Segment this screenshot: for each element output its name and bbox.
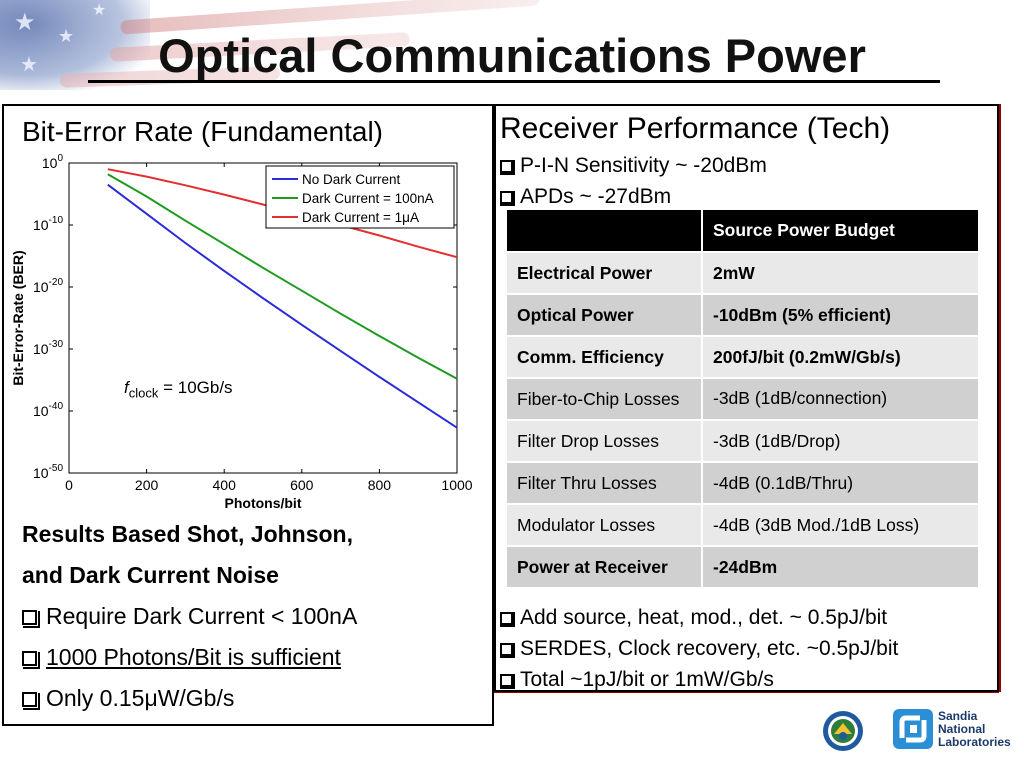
- table-row: Filter Thru Losses -4dB (0.1dB/Thru): [507, 462, 978, 504]
- right-panel: Receiver Performance (Tech) P-I-N Sensit…: [494, 104, 999, 692]
- y-tick-label: 10-30: [33, 339, 63, 357]
- list-item: Total ~1pJ/bit or 1mW/Gb/s: [500, 664, 898, 695]
- clock-annotation: fclock = 10Gb/s: [124, 378, 233, 400]
- right-bottom-bullets: Add source, heat, mod., det. ~ 0.5pJ/bit…: [500, 602, 898, 695]
- table-row: Power at Receiver -24dBm: [507, 546, 978, 588]
- y-tick-label: 10-10: [33, 215, 63, 233]
- banner-fade: [0, 0, 1024, 110]
- sandia-logo-icon: [893, 709, 933, 749]
- sandia-line: Sandia: [938, 709, 978, 723]
- series-line-2: [107, 173, 458, 380]
- table-header-cell: Source Power Budget: [702, 210, 978, 252]
- table-header-cell: [507, 210, 703, 252]
- left-panel: Bit-Error Rate (Fundamental) 0 200 400 600 8…: [2, 104, 494, 726]
- bullet-text: 1000 Photons/Bit is sufficient: [46, 644, 341, 670]
- table-header-row: Source Power Budget: [507, 210, 978, 252]
- power-budget-table: Source Power Budget Electrical Power 2mW…: [507, 210, 978, 589]
- ber-chart: 0 200 400 600 800 1000 100 10-10 10-20 10-30 10-40…: [10, 153, 473, 511]
- y-axis-label: Bit-Error-Rate (BER): [10, 250, 26, 385]
- checkbox-bullet-icon: [500, 191, 515, 206]
- doe-seal-logo: [823, 711, 863, 751]
- annotation-f: f: [124, 378, 129, 397]
- table-cell: Power at Receiver: [507, 546, 703, 588]
- y-tick-label: 10-50: [33, 463, 63, 481]
- title-underline: [88, 80, 940, 83]
- left-bullet-list: Require Dark Current < 100nA 1000 Photon…: [22, 596, 357, 719]
- annotation-rest: = 10Gb/s: [158, 378, 233, 397]
- sandia-line: National: [938, 722, 986, 736]
- table-cell: Filter Drop Losses: [507, 420, 703, 462]
- table-cell: Fiber-to-Chip Losses: [507, 378, 703, 420]
- bullet-text: Only 0.15μW/Gb/s: [46, 685, 235, 711]
- checkbox-bullet-icon: [500, 160, 515, 175]
- list-item: APDs ~ -27dBm: [500, 181, 767, 212]
- bullet-text: Total ~1pJ/bit or 1mW/Gb/s: [520, 668, 774, 691]
- checkbox-bullet-icon: [500, 674, 515, 689]
- right-heading: Receiver Performance (Tech): [500, 112, 891, 145]
- left-heading: Bit-Error Rate (Fundamental): [22, 116, 384, 147]
- table-cell: Modulator Losses: [507, 504, 703, 546]
- x-tick-label: 600: [290, 477, 314, 493]
- list-item: SERDES, Clock recovery, etc. ~0.5pJ/bit: [500, 633, 898, 664]
- y-tick-label: 10-20: [33, 277, 63, 295]
- table-row: Electrical Power 2mW: [507, 252, 978, 294]
- table-row: Filter Drop Losses -3dB (1dB/Drop): [507, 420, 978, 462]
- legend-label: No Dark Current: [302, 172, 401, 187]
- flag-banner: ★ ★ ★ ★: [0, 0, 1024, 110]
- table-cell: Electrical Power: [507, 252, 703, 294]
- table-row: Comm. Efficiency 200fJ/bit (0.2mW/Gb/s): [507, 336, 978, 378]
- list-item: Add source, heat, mod., det. ~ 0.5pJ/bit: [500, 602, 898, 633]
- legend-label: Dark Current = 1μA: [302, 210, 419, 225]
- checkbox-bullet-icon: [500, 643, 515, 658]
- slide-title: Optical Communications Power: [158, 29, 866, 82]
- right-top-bullets: P-I-N Sensitivity ~ -20dBm APDs ~ -27dBm: [500, 150, 767, 212]
- checkbox-bullet-icon: [22, 610, 40, 628]
- table-row: Modulator Losses -4dB (3dB Mod./1dB Loss…: [507, 504, 978, 546]
- table-cell: 200fJ/bit (0.2mW/Gb/s): [702, 336, 978, 378]
- table-cell: 2mW: [702, 252, 978, 294]
- table-row: Fiber-to-Chip Losses -3dB (1dB/connectio…: [507, 378, 978, 420]
- x-tick-label: 0: [65, 477, 73, 493]
- x-tick-label: 1000: [441, 477, 472, 493]
- x-tick-label: 800: [368, 477, 392, 493]
- results-text: Results Based Shot, Johnson, and Dark Cu…: [22, 514, 353, 596]
- bullet-text: SERDES, Clock recovery, etc. ~0.5pJ/bit: [520, 637, 899, 660]
- table-cell: Comm. Efficiency: [507, 336, 703, 378]
- table-cell: -4dB (0.1dB/Thru): [702, 462, 978, 504]
- bullet-text: P-I-N Sensitivity ~ -20dBm: [520, 154, 767, 177]
- x-tick-label: 400: [213, 477, 237, 493]
- checkbox-bullet-icon: [500, 612, 515, 627]
- list-item: Only 0.15μW/Gb/s: [22, 678, 357, 719]
- table-cell: -10dBm (5% efficient): [702, 294, 978, 336]
- bullet-text: Add source, heat, mod., det. ~ 0.5pJ/bit: [520, 606, 888, 629]
- series-line-1: [107, 183, 458, 429]
- list-item: P-I-N Sensitivity ~ -20dBm: [500, 150, 767, 181]
- x-axis-label: Photons/bit: [225, 495, 302, 511]
- bullet-text: APDs ~ -27dBm: [520, 185, 672, 208]
- x-tick-label: 200: [135, 477, 159, 493]
- list-item: 1000 Photons/Bit is sufficient: [22, 637, 357, 678]
- checkbox-bullet-icon: [22, 651, 40, 669]
- table-cell: -3dB (1dB/Drop): [702, 420, 978, 462]
- sandia-wordmark: Sandia National Laboratories: [938, 710, 1011, 749]
- y-tick-label: 10-40: [33, 401, 63, 419]
- bullet-text: Require Dark Current < 100nA: [46, 603, 358, 629]
- annotation-sub: clock: [128, 385, 159, 401]
- list-item: Require Dark Current < 100nA: [22, 596, 357, 637]
- table-cell: Optical Power: [507, 294, 703, 336]
- table-row: Optical Power -10dBm (5% efficient): [507, 294, 978, 336]
- results-line-1: Results Based Shot, Johnson,: [22, 521, 353, 547]
- checkbox-bullet-icon: [22, 692, 40, 710]
- table-cell: -4dB (3dB Mod./1dB Loss): [702, 504, 978, 546]
- table-cell: -3dB (1dB/connection): [702, 378, 978, 420]
- y-tick-label: 100: [42, 153, 64, 171]
- legend-label: Dark Current = 100nA: [302, 191, 434, 206]
- results-line-2: and Dark Current Noise: [22, 562, 279, 588]
- table-cell: -24dBm: [702, 546, 978, 588]
- table-cell: Filter Thru Losses: [507, 462, 703, 504]
- sandia-line: Laboratories: [938, 735, 1011, 749]
